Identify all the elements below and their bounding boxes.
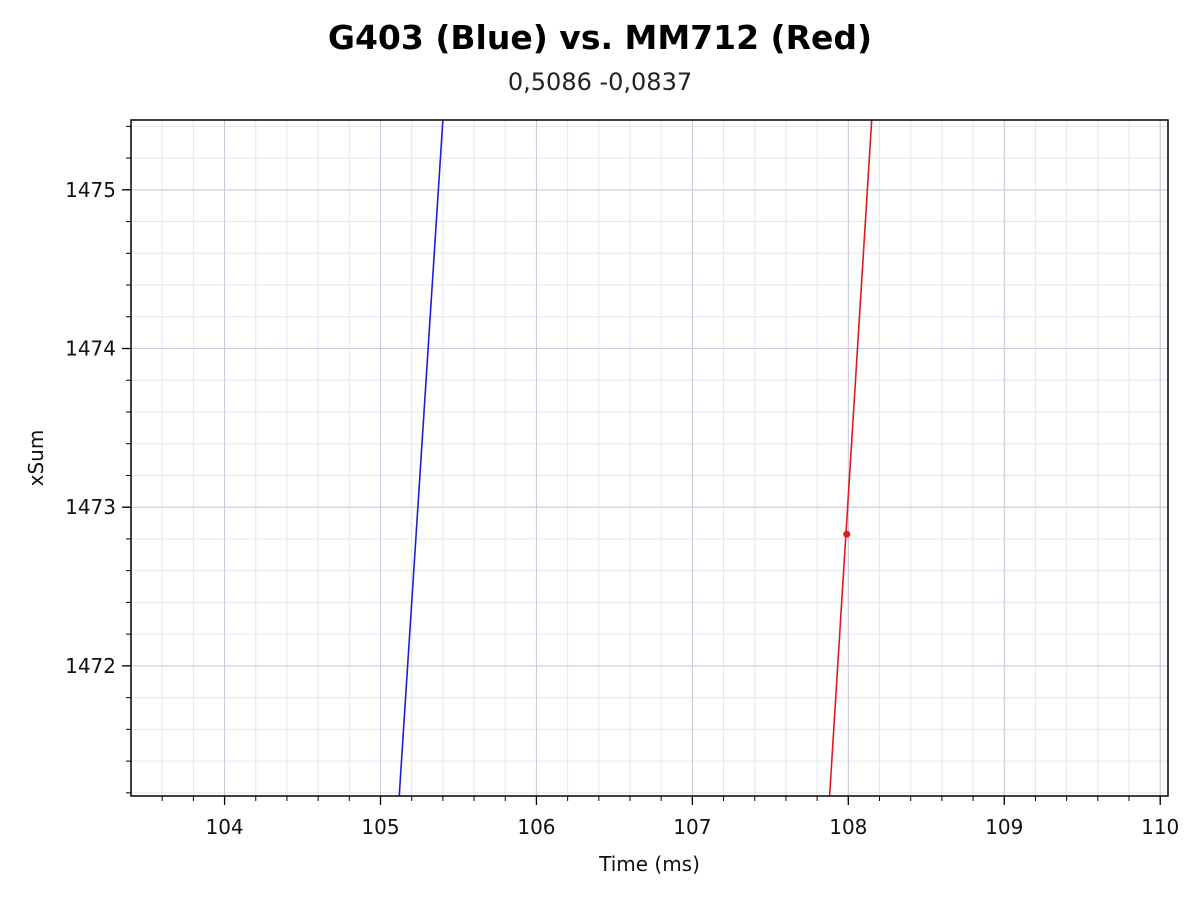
y-axis-label: xSum bbox=[24, 430, 48, 487]
x-tick-label: 105 bbox=[361, 815, 399, 839]
x-tick-label: 108 bbox=[829, 815, 867, 839]
chart-subtitle: 0,5086 -0,0837 bbox=[507, 68, 693, 96]
series-line-1 bbox=[398, 119, 444, 797]
y-tick-label: 1472 bbox=[65, 654, 116, 678]
x-tick-label: 109 bbox=[985, 815, 1023, 839]
y-tick-label: 1473 bbox=[65, 495, 116, 519]
tick-labels: 104 105 106 107 108 109 110 1472 1473 1474 1475 bbox=[65, 178, 1179, 839]
x-tick-label: 107 bbox=[673, 815, 711, 839]
x-axis-label: Time (ms) bbox=[598, 852, 700, 876]
y-tick-label: 1474 bbox=[65, 337, 116, 361]
data-point-marker bbox=[843, 530, 851, 538]
series-layer bbox=[398, 119, 873, 797]
y-tick-label: 1475 bbox=[65, 178, 116, 202]
x-tick-label: 106 bbox=[517, 815, 555, 839]
series-line-2 bbox=[828, 119, 873, 797]
x-tick-label: 110 bbox=[1141, 815, 1179, 839]
x-tick-label: 104 bbox=[205, 815, 243, 839]
plot-frame bbox=[130, 119, 1169, 797]
ticks bbox=[122, 125, 1161, 805]
grid bbox=[131, 120, 1168, 796]
chart-title: G403 (Blue) vs. MM712 (Red) bbox=[327, 18, 873, 57]
